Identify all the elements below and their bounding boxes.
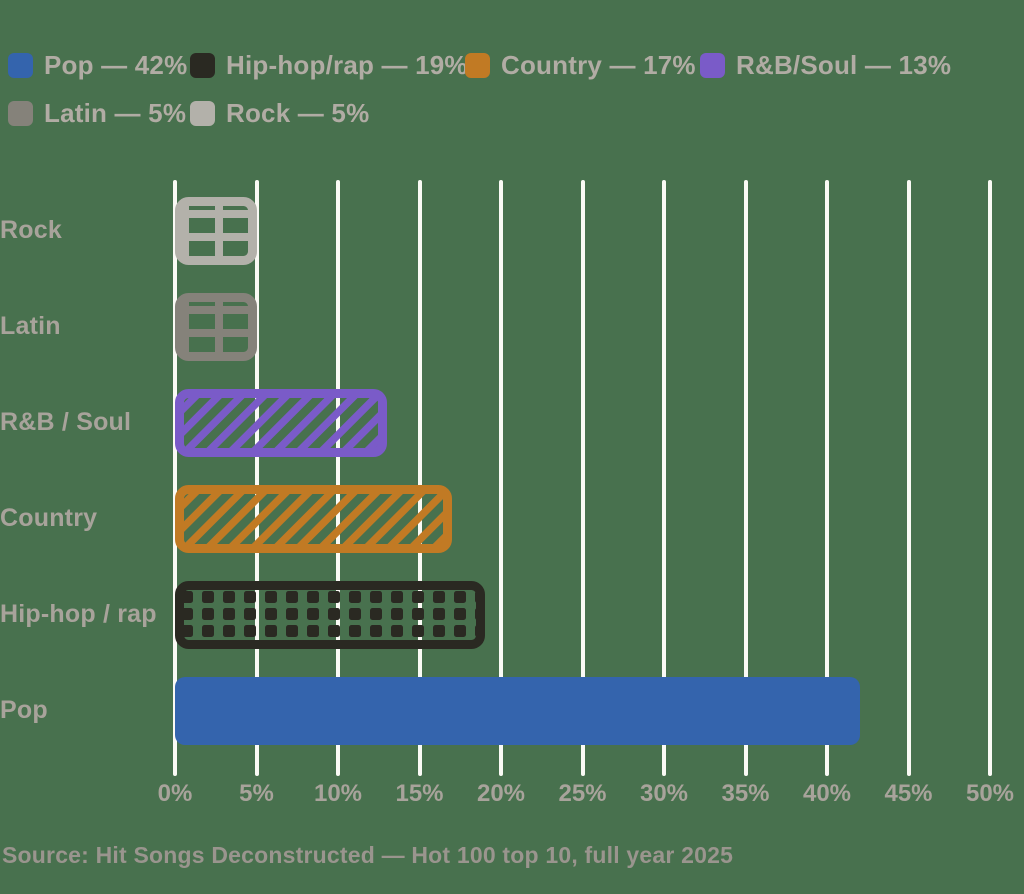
bar-r-b-soul <box>175 389 387 457</box>
x-tick-label: 5% <box>239 780 274 807</box>
x-tick-label: 45% <box>884 780 933 807</box>
legend-swatch <box>700 53 725 78</box>
legend-label: R&B/Soul — 13% <box>736 50 952 80</box>
legend-label: Country — 17% <box>501 50 696 80</box>
y-axis-label: Hip-hop / rap <box>0 600 157 628</box>
legend-swatch <box>8 53 33 78</box>
gridline <box>499 180 503 776</box>
x-tick-label: 25% <box>558 780 607 807</box>
legend-swatch <box>465 53 490 78</box>
y-axis-label: R&B / Soul <box>0 408 132 436</box>
legend-item: R&B/Soul — 13% <box>700 50 951 81</box>
bar-latin <box>175 293 257 361</box>
gridline <box>662 180 666 776</box>
legend-swatch <box>190 53 215 78</box>
gridline <box>580 180 585 776</box>
gridline <box>173 180 177 776</box>
bar-pop <box>175 677 860 745</box>
gridline <box>743 180 748 776</box>
bar-country <box>175 485 452 553</box>
y-axis-label: Country <box>0 504 98 532</box>
x-tick-label: 20% <box>476 780 526 807</box>
legend-item: Rock — 5% <box>190 98 369 129</box>
x-tick-label: 0% <box>157 780 193 807</box>
legend-label: Pop — 42% <box>44 50 188 80</box>
legend-label: Rock — 5% <box>226 98 370 128</box>
x-tick-label: 30% <box>639 780 689 807</box>
y-axis-label: Latin <box>0 312 61 340</box>
legend-swatch <box>8 101 33 126</box>
x-tick-label: 50% <box>965 780 1015 807</box>
gridline <box>417 180 422 776</box>
legend-item: Country — 17% <box>465 50 696 81</box>
legend-item: Hip-hop/rap — 19% <box>190 50 468 81</box>
gridline <box>906 180 911 776</box>
gridline <box>336 180 340 776</box>
gridline <box>254 180 259 776</box>
x-tick-label: 15% <box>395 780 444 807</box>
legend-swatch <box>190 101 215 126</box>
gridline <box>988 180 992 776</box>
bar-hip-hop-rap <box>175 581 485 649</box>
bar-rock <box>175 197 257 265</box>
x-tick-label: 10% <box>313 780 363 807</box>
x-tick-label: 35% <box>721 780 770 807</box>
source-note: Source: Hit Songs Deconstructed — Hot 10… <box>2 842 734 868</box>
legend-item: Pop — 42% <box>8 50 187 81</box>
legend-item: Latin — 5% <box>8 98 186 129</box>
gridline <box>825 180 829 776</box>
x-tick-label: 40% <box>802 780 852 807</box>
legend-label: Latin — 5% <box>44 98 187 128</box>
legend-label: Hip-hop/rap — 19% <box>226 50 468 80</box>
y-axis-label: Pop <box>0 696 48 724</box>
y-axis-label: Rock <box>0 216 62 244</box>
